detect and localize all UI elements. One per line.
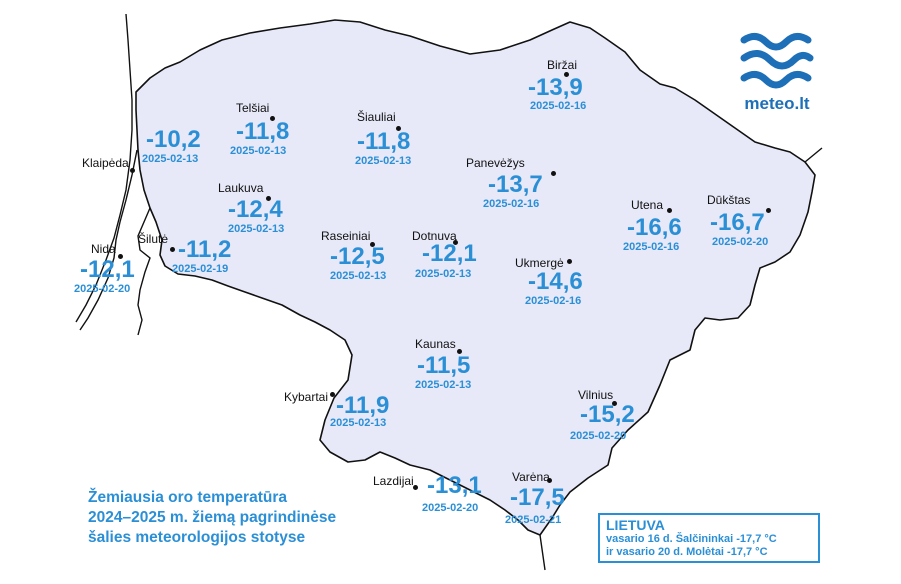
station-temp-kybartai: -11,9 xyxy=(336,392,390,419)
legend-line: šalies meteorologijos stotyse xyxy=(88,529,306,546)
station-dot-laukuva xyxy=(266,196,271,201)
legend-line: Žemiausia oro temperatūra xyxy=(88,489,287,506)
station-date-nida: 2025-02-20 xyxy=(74,283,131,295)
coastline-south xyxy=(137,207,151,336)
station-temp-klaipeda: -10,2 xyxy=(146,126,201,153)
legend-title: Žemiausia oro temperatūra 2024–2025 m. ž… xyxy=(88,488,428,548)
station-date-birzai: 2025-02-16 xyxy=(530,100,587,112)
station-date-raseiniai: 2025-02-13 xyxy=(330,270,387,282)
station-date-klaipeda: 2025-02-13 xyxy=(142,153,199,165)
wave-logo-icon xyxy=(740,33,814,89)
lithuania-outline xyxy=(135,19,816,536)
station-name-ukmerge: Ukmergė xyxy=(515,256,564,270)
station-name-dotnuva: Dotnuva xyxy=(412,229,457,243)
info-line-1: vasario 16 d. Šalčininkai -17,7 °C xyxy=(606,533,777,545)
station-dot-panevezys xyxy=(551,171,556,176)
station-name-vilnius: Vilnius xyxy=(578,388,614,402)
station-name-silute: Šilutė xyxy=(138,232,169,246)
station-name-varena: Varėna xyxy=(512,470,550,484)
station-dot-lazdijai xyxy=(413,485,418,490)
station-name-lazdijai: Lazdijai xyxy=(373,474,414,488)
border-stub-south xyxy=(539,534,546,571)
station-dot-raseiniai xyxy=(370,242,375,247)
station-date-kybartai: 2025-02-13 xyxy=(330,417,387,429)
station-dot-siauliai xyxy=(396,126,401,131)
station-date-varena: 2025-02-21 xyxy=(505,514,562,526)
station-date-dukstas: 2025-02-20 xyxy=(712,236,769,248)
border-stub-east xyxy=(804,147,823,163)
station-temp-varena: -17,5 xyxy=(510,484,565,511)
station-date-ukmerge: 2025-02-16 xyxy=(525,295,582,307)
station-temp-kaunas: -11,5 xyxy=(417,352,471,379)
station-date-kaunas: 2025-02-13 xyxy=(415,379,472,391)
station-name-nida: Nida xyxy=(91,242,116,256)
station-temp-telsiai: -11,8 xyxy=(236,118,290,145)
info-line-2: ir vasario 20 d. Molėtai -17,7 °C xyxy=(606,546,768,558)
station-dot-varena xyxy=(547,478,552,483)
station-dot-birzai xyxy=(564,72,569,77)
station-name-laukuva: Laukuva xyxy=(218,181,264,195)
legend-line: 2024–2025 m. žiemą pagrindinėse xyxy=(88,509,337,526)
info-country: LIETUVA xyxy=(606,517,665,533)
station-date-telsiai: 2025-02-13 xyxy=(230,145,287,157)
station-temp-nida: -12,1 xyxy=(80,256,135,283)
station-dot-utena xyxy=(667,208,672,213)
station-temp-dotnuva: -12,1 xyxy=(422,240,477,267)
station-name-klaipeda: Klaipėda xyxy=(82,156,129,170)
station-temp-siauliai: -11,8 xyxy=(357,128,411,155)
station-dot-telsiai xyxy=(270,116,275,121)
station-date-siauliai: 2025-02-13 xyxy=(355,155,412,167)
station-name-raseiniai: Raseiniai xyxy=(321,229,371,243)
curonian-spit-line xyxy=(75,13,133,323)
station-temp-panevezys: -13,7 xyxy=(488,171,543,198)
station-dot-dotnuva xyxy=(453,240,458,245)
curonian-lagoon-shore xyxy=(79,149,138,331)
station-date-lazdijai: 2025-02-20 xyxy=(422,502,479,514)
station-name-utena: Utena xyxy=(631,198,664,212)
station-dot-kybartai xyxy=(330,392,335,397)
station-temp-raseiniai: -12,5 xyxy=(330,243,385,270)
station-date-vilnius: 2025-02-20 xyxy=(570,430,627,442)
station-date-dotnuva: 2025-02-13 xyxy=(415,268,472,280)
station-dot-dukstas xyxy=(766,208,771,213)
station-dot-ukmerge xyxy=(567,259,572,264)
station-temp-dukstas: -16,7 xyxy=(710,209,765,236)
station-dot-klaipeda xyxy=(130,168,135,173)
station-dot-nida xyxy=(118,254,123,259)
station-dot-silute xyxy=(170,247,175,252)
station-name-birzai: Biržai xyxy=(547,58,578,72)
station-temp-birzai: -13,9 xyxy=(528,74,583,101)
station-temp-lazdijai: -13,1 xyxy=(427,472,482,499)
station-name-kaunas: Kaunas xyxy=(415,337,456,351)
meteo-logo[interactable]: meteo.lt xyxy=(736,30,818,120)
station-dot-kaunas xyxy=(457,349,462,354)
station-name-telsiai: Telšiai xyxy=(236,101,270,115)
station-temp-silute: -11,2 xyxy=(178,236,232,263)
station-name-kybartai: Kybartai xyxy=(284,390,329,404)
station-dot-vilnius xyxy=(612,401,617,406)
country-info-box: LIETUVA vasario 16 d. Šalčininkai -17,7 … xyxy=(598,513,820,563)
station-name-panevezys: Panevėžys xyxy=(466,156,525,170)
station-date-silute: 2025-02-19 xyxy=(172,263,229,275)
station-temp-vilnius: -15,2 xyxy=(580,401,635,428)
station-temp-laukuva: -12,4 xyxy=(228,196,283,223)
station-temp-utena: -16,6 xyxy=(627,214,682,241)
station-date-panevezys: 2025-02-16 xyxy=(483,198,540,210)
station-name-siauliai: Šiauliai xyxy=(357,110,396,124)
station-date-utena: 2025-02-16 xyxy=(623,241,680,253)
station-date-laukuva: 2025-02-13 xyxy=(228,223,285,235)
station-temp-ukmerge: -14,6 xyxy=(528,268,583,295)
station-name-dukstas: Dūkštas xyxy=(707,193,751,207)
logo-text: meteo.lt xyxy=(744,94,810,113)
